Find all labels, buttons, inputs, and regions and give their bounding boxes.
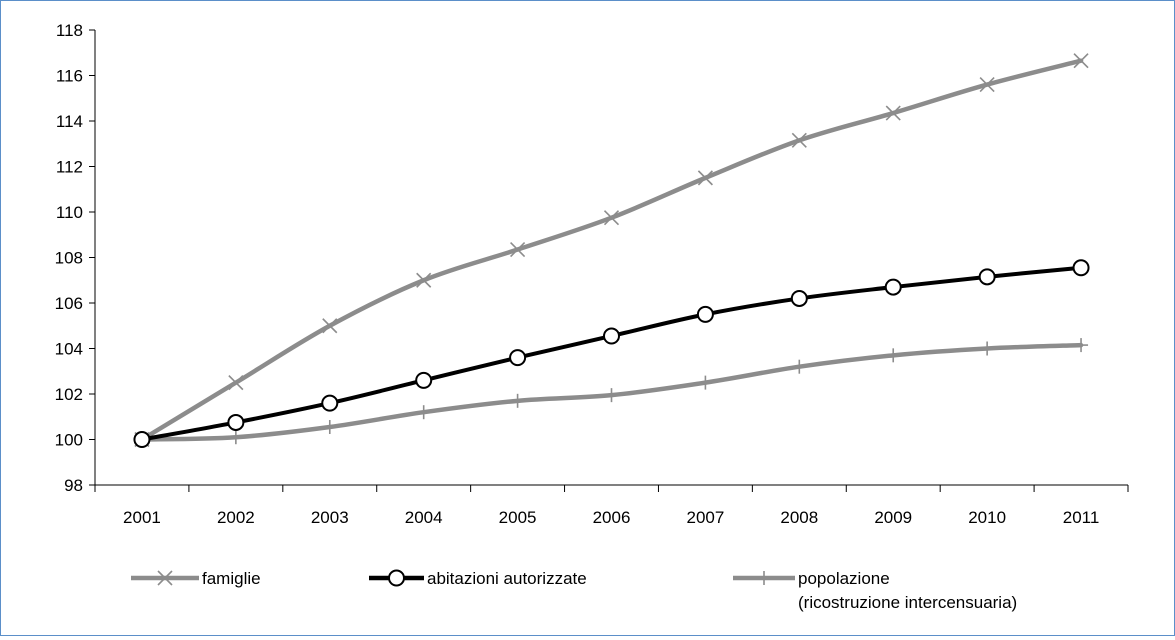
data-point-series-1 <box>697 170 713 186</box>
data-point-series-2 <box>790 289 808 307</box>
y-tick-label: 108 <box>55 249 83 268</box>
x-tick-label: 2011 <box>1063 508 1100 527</box>
x-tick-label: 2009 <box>874 508 912 527</box>
y-tick-label: 112 <box>56 158 83 177</box>
data-point-series-2 <box>1072 259 1090 277</box>
x-tick-label: 2003 <box>311 508 349 527</box>
data-point-series-1 <box>979 77 995 93</box>
data-point-series-3 <box>1074 338 1089 353</box>
data-point-series-1 <box>228 375 244 391</box>
data-point-series-2 <box>415 371 433 389</box>
data-point-series-1 <box>885 105 901 121</box>
data-point-series-3 <box>604 388 619 403</box>
legend-label-3: popolazione <box>798 569 890 588</box>
y-tick-label: 100 <box>55 431 83 450</box>
legend-label-2: abitazioni autorizzate <box>427 569 587 588</box>
x-tick-label: 2002 <box>217 508 255 527</box>
x-tick-label: 2010 <box>968 508 1006 527</box>
data-point-series-3 <box>792 359 807 374</box>
data-point-series-1 <box>1073 53 1089 69</box>
series-line-1 <box>139 58 1084 442</box>
y-tick-label: 102 <box>55 385 83 404</box>
legend-marker-1 <box>157 570 173 586</box>
y-tick-label: 114 <box>56 112 83 131</box>
data-point-series-1 <box>416 272 432 288</box>
data-point-series-2 <box>884 278 902 296</box>
x-tick-label: 2001 <box>123 508 161 527</box>
data-point-series-3 <box>886 348 901 363</box>
x-tick-label: 2006 <box>593 508 631 527</box>
data-point-series-3 <box>980 341 995 356</box>
x-tick-label: 2007 <box>686 508 724 527</box>
data-point-series-1 <box>510 241 526 258</box>
data-point-series-2 <box>696 305 714 323</box>
data-point-series-1 <box>603 210 620 226</box>
legend-label-3-line2: (ricostruzione intercensuaria) <box>798 593 1017 612</box>
data-point-series-2 <box>978 268 996 286</box>
data-point-series-3 <box>416 405 431 420</box>
y-tick-label: 98 <box>64 476 83 495</box>
x-tick-label: 2004 <box>405 508 443 527</box>
x-tick-label: 2005 <box>499 508 537 527</box>
data-point-series-2 <box>227 413 245 431</box>
data-point-series-1 <box>791 132 807 148</box>
data-point-series-2 <box>603 327 620 345</box>
data-point-series-3 <box>228 430 243 445</box>
data-point-series-2 <box>509 349 527 367</box>
data-point-series-3 <box>510 393 525 408</box>
y-tick-label: 104 <box>55 340 83 359</box>
legend-marker-2 <box>388 569 405 587</box>
data-point-series-2 <box>133 431 151 448</box>
y-tick-label: 106 <box>55 294 83 313</box>
data-point-series-3 <box>322 419 337 434</box>
data-point-series-1 <box>322 318 338 334</box>
data-point-series-3 <box>698 375 713 390</box>
y-tick-label: 116 <box>56 67 83 86</box>
x-tick-label: 2008 <box>780 508 818 527</box>
y-tick-label: 110 <box>56 203 83 222</box>
legend-label-1: famiglie <box>202 569 261 588</box>
data-point-series-2 <box>321 394 339 412</box>
legend-marker-3 <box>757 571 771 585</box>
y-tick-label: 118 <box>56 21 83 40</box>
